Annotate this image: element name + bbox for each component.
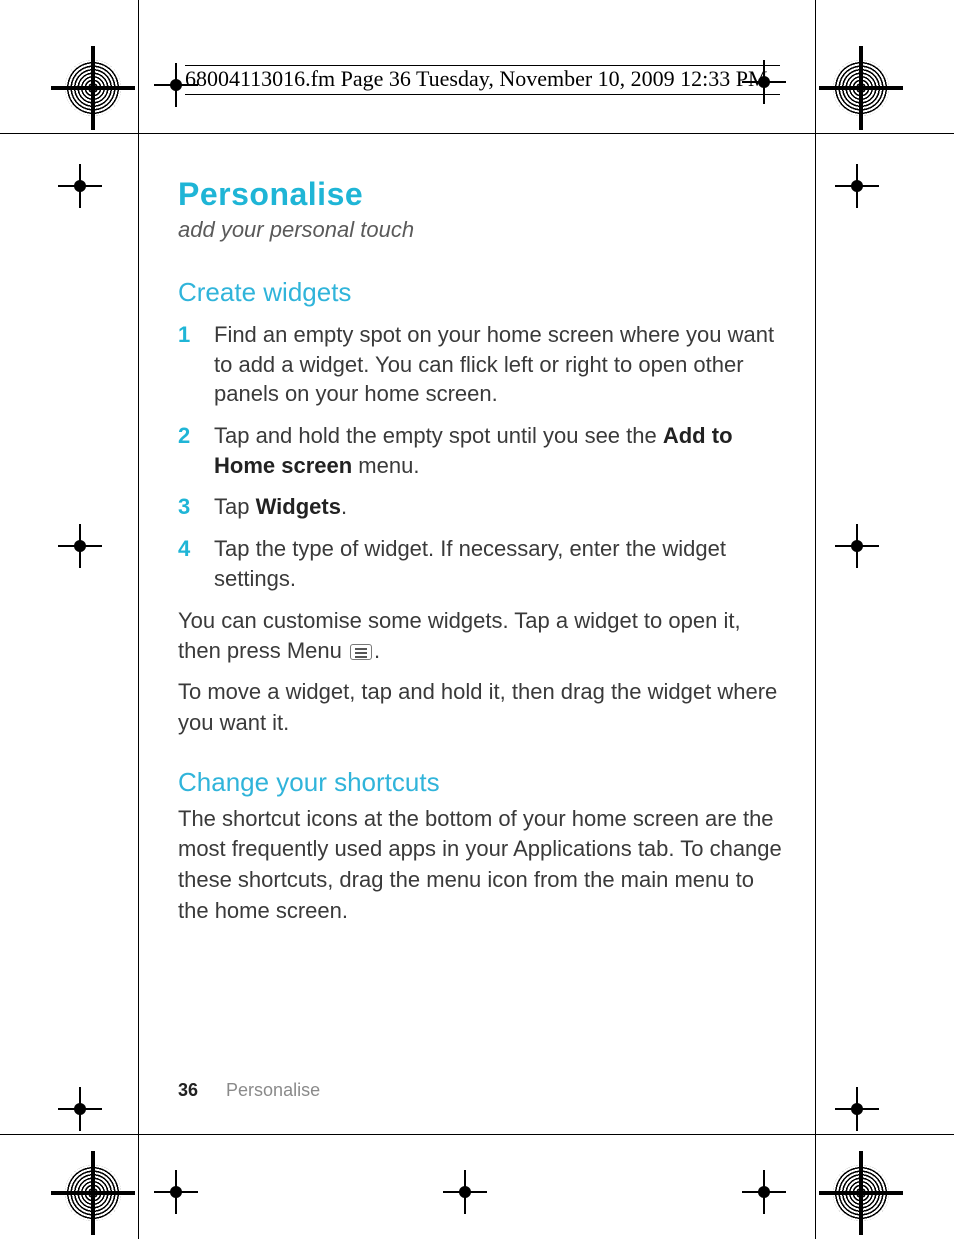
footer-section-name: Personalise — [226, 1080, 320, 1100]
registration-mark-icon — [845, 1097, 869, 1121]
step-text: Tap the type of widget. If necessary, en… — [214, 536, 726, 591]
crop-line-right — [815, 0, 816, 1239]
body-paragraph: The shortcut icons at the bottom of your… — [178, 804, 788, 927]
print-slug: 68004113016.fm Page 36 Tuesday, November… — [185, 65, 780, 95]
registration-mark-icon — [752, 1180, 776, 1204]
registration-mark-icon — [453, 1180, 477, 1204]
page-title: Personalise — [178, 176, 788, 213]
step-item: 4 Tap the type of widget. If necessary, e… — [178, 534, 788, 593]
crop-line-left — [138, 0, 139, 1239]
step-text: Tap and hold the empty spot until you se… — [214, 423, 733, 478]
body-paragraph: To move a widget, tap and hold it, then … — [178, 677, 788, 739]
para-text: . — [374, 638, 380, 663]
slug-text: 68004113016.fm Page 36 Tuesday, November… — [185, 66, 768, 91]
registration-target-icon — [65, 1165, 121, 1221]
section-heading-create-widgets: Create widgets — [178, 277, 788, 308]
menu-icon — [350, 644, 372, 660]
registration-target-icon — [833, 60, 889, 116]
registration-mark-icon — [68, 174, 92, 198]
step-text: Tap Widgets. — [214, 494, 347, 519]
registration-mark-icon — [845, 534, 869, 558]
step-item: 2 Tap and hold the empty spot until you s… — [178, 421, 788, 480]
body-paragraph: You can customise some widgets. Tap a wi… — [178, 606, 788, 668]
registration-target-icon — [833, 1165, 889, 1221]
registration-mark-icon — [845, 174, 869, 198]
crop-line-bottom — [0, 1134, 954, 1135]
page-number: 36 — [178, 1080, 198, 1100]
step-number: 4 — [178, 534, 190, 564]
steps-list: 1 Find an empty spot on your home screen … — [178, 320, 788, 594]
step-item: 1 Find an empty spot on your home screen … — [178, 320, 788, 409]
crop-line-top — [0, 133, 954, 134]
para-text: You can customise some widgets. Tap a wi… — [178, 608, 741, 664]
step-number: 2 — [178, 421, 190, 451]
section-heading-shortcuts: Change your shortcuts — [178, 767, 788, 798]
page-footer: 36 Personalise — [178, 1080, 320, 1101]
step-text: Find an empty spot on your home screen w… — [214, 322, 774, 406]
registration-target-icon — [65, 60, 121, 116]
step-item: 3 Tap Widgets. — [178, 492, 788, 522]
registration-mark-icon — [68, 534, 92, 558]
step-number: 1 — [178, 320, 190, 350]
registration-mark-icon — [164, 1180, 188, 1204]
page-content: Personalise add your personal touch Crea… — [178, 176, 788, 927]
step-number: 3 — [178, 492, 190, 522]
registration-mark-icon — [68, 1097, 92, 1121]
page-tagline: add your personal touch — [178, 217, 788, 243]
